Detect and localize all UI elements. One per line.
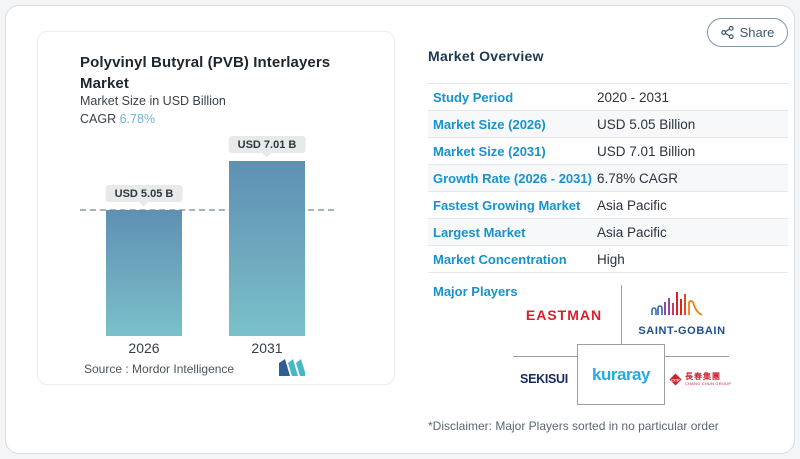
table-row: Study Period 2020 - 2031	[428, 84, 788, 111]
svg-text:CCP: CCP	[671, 377, 680, 382]
table-row: Market Concentration High	[428, 246, 788, 273]
ccp-diamond-icon: CCP	[669, 373, 682, 385]
share-icon	[720, 26, 734, 39]
kuraray-logo: kuraray	[592, 364, 650, 384]
row-value: Asia Pacific	[597, 197, 667, 213]
mordor-intelligence-logo-icon	[279, 359, 305, 376]
players-divider-vertical	[621, 285, 622, 344]
row-label: Study Period	[433, 89, 514, 105]
bar-2031	[229, 161, 305, 336]
saint-gobain-skyline-icon	[651, 292, 703, 316]
x-axis-label-2031: 2031	[251, 340, 283, 356]
row-label: Market Concentration	[433, 251, 567, 267]
row-label: Fastest Growing Market	[433, 197, 581, 213]
source-label: Source :	[84, 362, 129, 376]
row-label: Market Size (2031)	[433, 143, 546, 159]
table-row: Market Size (2031) USD 7.01 Billion	[428, 138, 788, 165]
infographic-frame: Polyvinyl Butyral (PVB) Interlayers Mark…	[5, 5, 795, 454]
x-axis-label-2026: 2026	[128, 340, 160, 356]
chart-title: Polyvinyl Butyral (PVB) Interlayers Mark…	[80, 54, 331, 92]
market-overview-heading: Market Overview	[428, 48, 544, 64]
row-value: High	[597, 251, 625, 267]
table-row: Growth Rate (2026 - 2031) 6.78% CAGR	[428, 165, 788, 192]
row-label: Largest Market	[433, 224, 526, 240]
bar-2026	[106, 210, 182, 336]
table-row: Market Size (2026) USD 5.05 Billion	[428, 111, 788, 138]
disclaimer-text: *Disclaimer: Major Players sorted in no …	[428, 419, 719, 433]
cagr-label: CAGR	[80, 112, 117, 126]
row-value: 2020 - 2031	[597, 89, 670, 105]
row-label: Growth Rate (2026 - 2031)	[433, 170, 592, 186]
saint-gobain-wordmark: SAINT-GOBAIN	[638, 325, 726, 337]
chart-card: Polyvinyl Butyral (PVB) Interlayers Mark…	[37, 31, 395, 385]
table-row: Fastest Growing Market Asia Pacific	[428, 192, 788, 219]
cagr-value: 6.78%	[119, 112, 156, 126]
market-overview-table: Study Period 2020 - 2031 Market Size (20…	[428, 83, 788, 273]
reference-dashed-line	[80, 209, 334, 211]
source-value: Mordor Intelligence	[132, 362, 235, 376]
row-value: USD 7.01 Billion	[597, 143, 696, 159]
chang-chun-group-logo: CCP 長春集團 CHANG CHUN GROUP	[669, 372, 731, 386]
share-button-label: Share	[739, 25, 775, 40]
chart-subtitle: Market Size in USD Billion	[80, 94, 226, 108]
sekisui-logo: SEKISUI	[520, 372, 568, 386]
kuraray-logo-box: kuraray	[577, 344, 665, 405]
row-value: USD 5.05 Billion	[597, 116, 696, 132]
source-attribution: Source : Mordor Intelligence	[84, 362, 364, 376]
bar-chart: USD 5.05 B USD 7.01 B	[80, 132, 334, 336]
bar-value-label-2026: USD 5.05 B	[105, 185, 183, 202]
row-value: Asia Pacific	[597, 224, 667, 240]
share-button[interactable]: Share	[707, 18, 788, 47]
eastman-logo: EASTMAN	[525, 307, 603, 323]
ccp-chinese-wordmark: 長春集團	[685, 372, 721, 381]
row-value: 6.78% CAGR	[597, 170, 679, 186]
table-row: Largest Market Asia Pacific	[428, 219, 788, 246]
bar-value-label-2031: USD 7.01 B	[228, 136, 306, 153]
saint-gobain-logo: SAINT-GOBAIN	[626, 289, 738, 337]
major-players-label: Major Players	[433, 284, 518, 299]
chart-cagr: CAGR 6.78%	[80, 112, 155, 126]
row-label: Market Size (2026)	[433, 116, 546, 132]
ccp-english-wordmark: CHANG CHUN GROUP	[685, 381, 732, 386]
